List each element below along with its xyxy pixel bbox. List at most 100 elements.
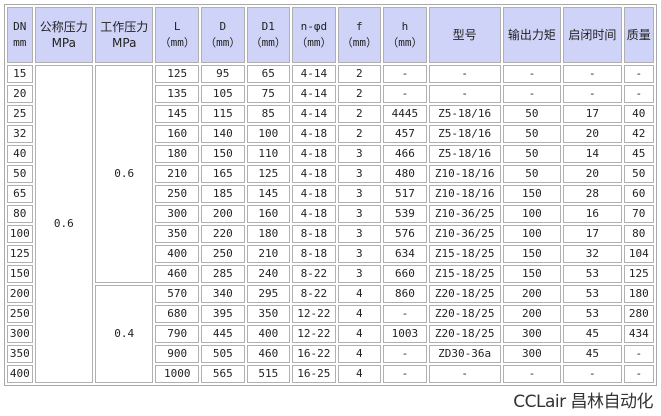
table-row: 50 210 165 125 4-18 3 480 Z10-18/16 50 20 50 [7, 165, 654, 183]
table-row: 350 900 505 460 16-22 4- ZD30-36a 300 45- [7, 345, 654, 363]
table-cell: 180 [155, 145, 199, 163]
table-cell: 16 [563, 205, 622, 223]
table-cell: 400 [246, 325, 291, 343]
table-row: 20 135 105 75 4-14 2- - - - - [7, 85, 654, 103]
column-header: 启闭时间 [563, 7, 622, 63]
table-cell: 16-22 [292, 345, 336, 363]
table-cell: 53 [563, 265, 622, 283]
table-cell: - [383, 85, 427, 103]
table-cell: 250 [155, 185, 199, 203]
table-cell: 3 [337, 185, 382, 203]
table-cell: 4-18 [292, 145, 336, 163]
table-cell: 434 [623, 325, 654, 343]
table-cell: Z10-36/25 [428, 225, 501, 243]
table-cell: 4-14 [292, 105, 336, 123]
table-cell: 50 [502, 165, 562, 183]
table-cell: 4 [337, 305, 382, 323]
table-cell: 2 [337, 125, 382, 143]
table-cell: 2 [337, 105, 382, 123]
table-cell: 280 [623, 305, 654, 323]
column-header-unit: （mm） [387, 36, 423, 49]
cell-dn: 32 [7, 125, 33, 143]
table-cell: 53 [563, 305, 622, 323]
table-cell: 14 [563, 145, 622, 163]
table-cell: 20 [563, 165, 622, 183]
table-cell: 200 [201, 205, 245, 223]
cell-dn: 300 [7, 325, 33, 343]
table-cell: 466 [383, 145, 427, 163]
table-cell: 125 [623, 265, 654, 283]
table-cell: 110 [246, 145, 291, 163]
table-cell: 3 [337, 205, 382, 223]
table-row: 80 300 200 160 4-18 3 539 Z10-36/25 100 16 70 [7, 205, 654, 223]
table-cell: 100 [246, 125, 291, 143]
table-cell: 75 [246, 85, 291, 103]
table-cell: 28 [563, 185, 622, 203]
table-row: 100 350 220 180 8-18 3 576 Z10-36/25 100 17 80 [7, 225, 654, 243]
table-row: 40 180 150 110 4-18 3 466 Z5-18/16 50 14 45 [7, 145, 654, 163]
column-header-unit: （mm） [341, 36, 377, 49]
table-cell: 100 [502, 205, 562, 223]
table-cell: - [383, 345, 427, 363]
table-cell: 150 [502, 245, 562, 263]
table-cell: Z5-18/16 [428, 125, 501, 143]
table-cell: 45 [563, 345, 622, 363]
cell-dn: 65 [7, 185, 33, 203]
table-cell: 95 [201, 65, 245, 83]
column-header-label: 质量 [626, 28, 651, 42]
column-header-label: 输出力矩 [507, 28, 556, 42]
table-cell: 240 [246, 265, 291, 283]
table-cell: 50 [502, 125, 562, 143]
table-cell: 3 [337, 165, 382, 183]
table-cell: 220 [201, 225, 245, 243]
table-cell: 60 [623, 185, 654, 203]
table-cell: 4-18 [292, 165, 336, 183]
table-cell: 2 [337, 85, 382, 103]
table-cell: 200 [502, 285, 562, 303]
table-cell: 3 [337, 245, 382, 263]
table-row: 15 0.6 0.6 125 95 65 4-14 2- - - - - [7, 65, 654, 383]
table-cell: 16-25 [292, 365, 336, 383]
watermark-logo: CCLair 昌林自动化 [513, 392, 653, 412]
table-cell: 565 [201, 365, 245, 383]
column-header: 质量 [623, 7, 654, 63]
table-cell: 570 [155, 285, 199, 303]
table-cell: ZD30-36a [428, 345, 501, 363]
table-cell: - [502, 365, 562, 383]
table-cell: - [563, 85, 622, 103]
table-cell: 17 [563, 225, 622, 243]
table-cell: 480 [383, 165, 427, 183]
table-cell: Z5-18/16 [428, 105, 501, 123]
table-cell: 300 [155, 205, 199, 223]
table-cell: 4-14 [292, 65, 336, 83]
table-cell: 160 [246, 205, 291, 223]
table-cell: 105 [201, 85, 245, 103]
table-cell: 145 [246, 185, 291, 203]
table-cell: 150 [502, 185, 562, 203]
table-cell: - [623, 365, 654, 383]
table-cell: 300 [502, 345, 562, 363]
table-cell: - [383, 65, 427, 83]
column-header: 工作压力 MPa [95, 7, 154, 63]
cell-dn: 350 [7, 345, 33, 363]
cell-working-pressure: 0.4 [95, 285, 154, 383]
column-header-label: h [401, 20, 409, 33]
table-row: 125 400 250 210 8-18 3 634 Z15-18/25 150 32 104 [7, 245, 654, 263]
table-cell: 340 [201, 285, 245, 303]
table-cell: 4-14 [292, 85, 336, 103]
table-cell: Z10-18/16 [428, 165, 501, 183]
table-cell: - [623, 345, 654, 363]
table-cell: - [428, 85, 501, 103]
table-cell: 32 [563, 245, 622, 263]
table-cell: 2 [337, 65, 382, 83]
table-cell: 150 [502, 265, 562, 283]
table-cell: 515 [246, 365, 291, 383]
column-header: DN mm [7, 7, 33, 63]
table-cell: Z20-18/25 [428, 325, 501, 343]
cell-dn: 50 [7, 165, 33, 183]
table-cell: 680 [155, 305, 199, 323]
table-cell: 8-22 [292, 285, 336, 303]
table-cell: 53 [563, 285, 622, 303]
table-cell: Z15-18/25 [428, 245, 501, 263]
table-cell: - [383, 305, 427, 323]
